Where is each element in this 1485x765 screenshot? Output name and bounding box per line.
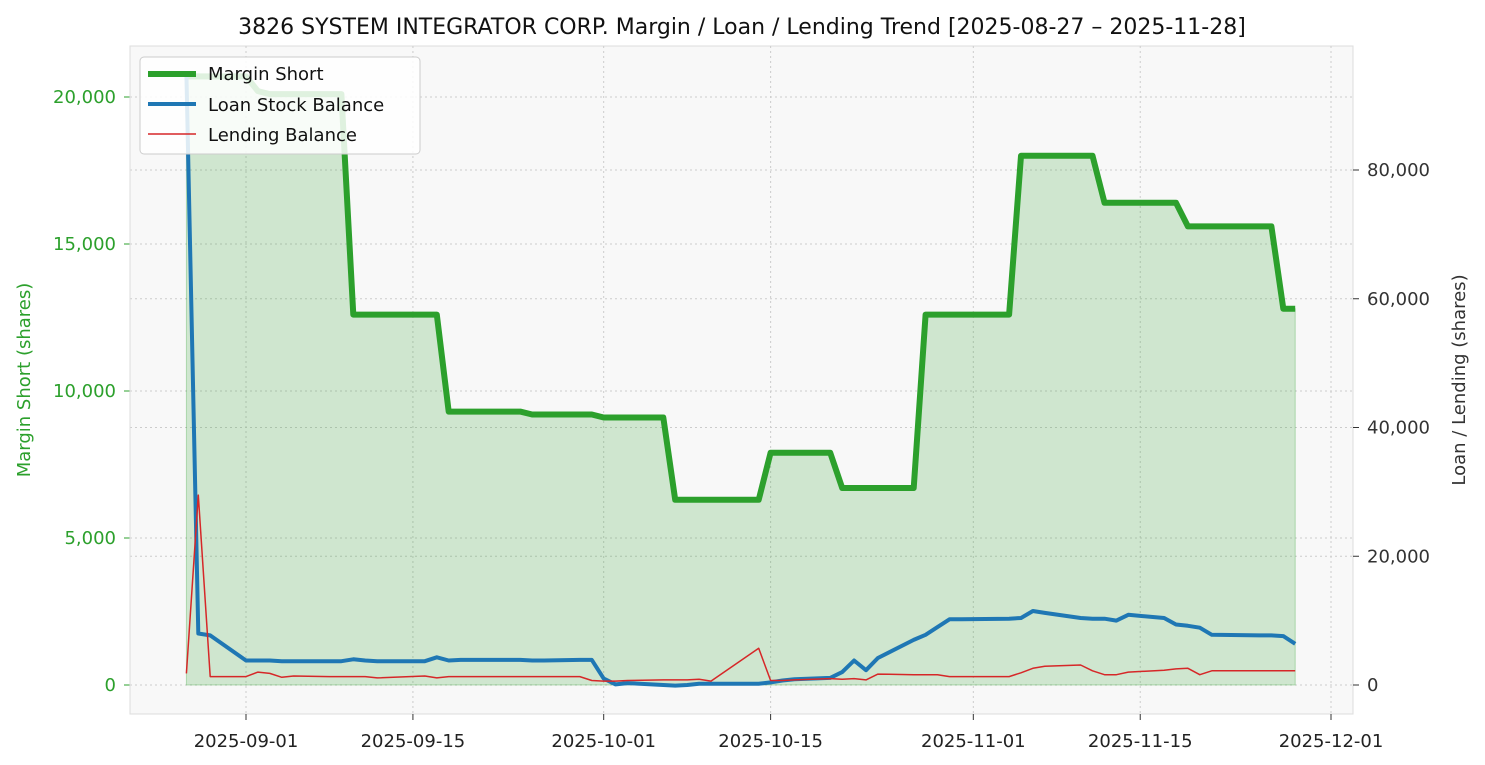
y-axis-right-label: Loan / Lending (shares) xyxy=(1449,274,1470,485)
grid-lines xyxy=(130,46,1353,714)
legend-label-loan-stock-balance: Loan Stock Balance xyxy=(208,95,384,116)
x-tick-label: 2025-10-01 xyxy=(551,731,656,752)
chart-title: 3826 SYSTEM INTEGRATOR CORP. Margin / Lo… xyxy=(238,15,1246,40)
legend-label-margin-short: Margin Short xyxy=(208,64,324,85)
x-tick-label: 2025-10-15 xyxy=(718,731,823,752)
legend-label-lending-balance: Lending Balance xyxy=(208,125,357,146)
y-axis-left: 0 5,000 10,000 15,000 20,000 xyxy=(53,46,131,714)
series-lines xyxy=(184,73,1297,688)
y-right-tick-label: 20,000 xyxy=(1367,546,1430,567)
lending-balance-line xyxy=(185,494,1296,682)
y-right-tick-label: 40,000 xyxy=(1367,418,1430,439)
x-tick-label: 2025-11-01 xyxy=(921,731,1026,752)
x-tick-label: 2025-09-01 xyxy=(194,731,299,752)
x-tick-label: 2025-12-01 xyxy=(1279,731,1384,752)
y-left-tick-label: 10,000 xyxy=(53,381,116,402)
y-axis-right: 0 20,000 40,000 60,000 80,000 xyxy=(1353,160,1430,696)
y-left-tick-label: 0 xyxy=(105,675,116,696)
x-tick-label: 2025-09-15 xyxy=(361,731,466,752)
y-right-tick-label: 60,000 xyxy=(1367,289,1430,310)
x-axis: 2025-09-01 2025-09-15 2025-10-01 2025-10-15… xyxy=(194,714,1384,752)
margin-short-line xyxy=(186,73,1296,503)
x-tick-label: 2025-11-15 xyxy=(1088,731,1193,752)
y-left-tick-label: 15,000 xyxy=(53,234,116,255)
loan-stock-balance-line xyxy=(184,73,1297,688)
y-axis-left-label: Margin Short (shares) xyxy=(14,283,35,478)
y-right-tick-label: 0 xyxy=(1367,675,1378,696)
plot-area xyxy=(129,45,1354,715)
legend-box xyxy=(139,56,421,155)
y-left-tick-label: 5,000 xyxy=(64,528,116,549)
legend: Margin Short Loan Stock Balance Lending … xyxy=(139,56,421,155)
y-right-tick-label: 80,000 xyxy=(1367,160,1430,181)
y-left-tick-label: 20,000 xyxy=(53,87,116,108)
